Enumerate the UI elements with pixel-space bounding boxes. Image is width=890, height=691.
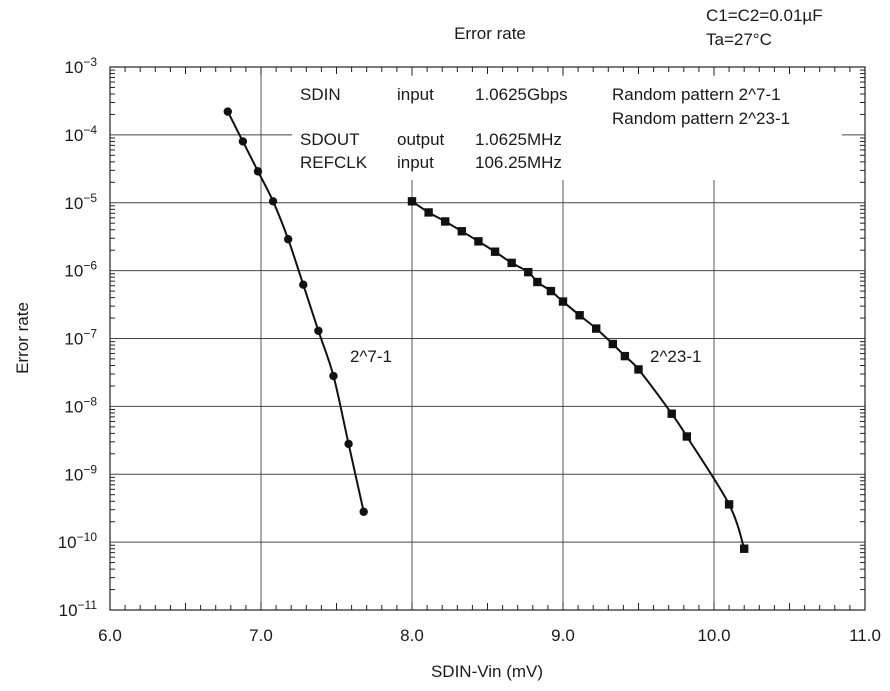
- data-point-square: [533, 277, 542, 287]
- data-point-circle: [314, 326, 323, 335]
- data-point-square: [457, 227, 467, 236]
- series-label-2-7-1: 2^7-1: [350, 347, 392, 366]
- data-point-square: [407, 197, 417, 206]
- y-tick-label: 10−3: [64, 55, 97, 77]
- data-point-square: [682, 432, 692, 441]
- data-point-circle: [283, 235, 293, 244]
- y-tick-base: 10: [64, 262, 83, 281]
- info-dir-refclk: input: [397, 153, 434, 172]
- data-point-square: [592, 324, 601, 333]
- y-tick-label: 10−4: [64, 123, 97, 145]
- y-tick-base: 10: [64, 465, 83, 484]
- data-point-square: [667, 409, 676, 418]
- y-tick-base: 10: [64, 126, 83, 145]
- data-point-circle: [238, 137, 248, 146]
- info-signal-refclk: REFCLK: [300, 153, 368, 172]
- y-tick-label: 10−9: [64, 462, 97, 484]
- data-point-square: [507, 258, 516, 268]
- data-point-square: [546, 286, 556, 296]
- info-rate-sdin: 1.0625Gbps: [475, 85, 568, 104]
- data-point-square: [575, 311, 584, 320]
- info-pattern-1: Random pattern 2^7-1: [612, 85, 781, 104]
- y-tick-label: 10−6: [64, 259, 97, 281]
- y-tick-base: 10: [59, 601, 78, 620]
- x-axis-label: SDIN-Vin (mV): [431, 662, 543, 681]
- data-point-circle: [329, 371, 338, 381]
- info-rate-sdout: 1.0625MHz: [475, 130, 562, 149]
- data-point-square: [558, 297, 568, 306]
- y-axis-label: Error rate: [13, 302, 32, 374]
- y-tick-exponent: −11: [78, 598, 98, 612]
- y-tick-base: 10: [64, 58, 83, 77]
- y-tick-exponent: −5: [83, 191, 97, 205]
- x-tick-labels: 6.0 7.0 8.0 9.0 10.0 11.0: [98, 626, 881, 645]
- data-point-circle: [253, 167, 263, 176]
- y-tick-exponent: −7: [83, 327, 97, 341]
- condition-temperature: Ta=27°C: [706, 30, 772, 49]
- info-table-background: [292, 76, 842, 180]
- info-dir-sdin: input: [397, 85, 434, 104]
- y-tick-label: 10−8: [64, 394, 97, 416]
- condition-capacitance: C1=C2=0.01µF: [706, 6, 823, 25]
- data-point-square: [634, 365, 643, 374]
- info-signal-sdout: SDOUT: [300, 130, 360, 149]
- series-line-2: [411, 200, 746, 550]
- y-tick-exponent: −4: [83, 123, 97, 137]
- y-tick-exponent: −9: [83, 462, 97, 476]
- y-tick-label: 10−5: [64, 191, 97, 213]
- x-tick-label: 10.0: [697, 626, 730, 645]
- x-tick-label: 7.0: [249, 626, 273, 645]
- data-point-square: [490, 247, 500, 256]
- data-point-square: [620, 351, 630, 361]
- data-point-square: [524, 267, 533, 277]
- data-point-square: [441, 217, 450, 226]
- info-signal-sdin: SDIN: [300, 85, 341, 104]
- data-point-square: [608, 339, 618, 349]
- x-tick-label: 9.0: [551, 626, 575, 645]
- data-point-circle: [344, 439, 353, 449]
- y-tick-base: 10: [64, 397, 83, 416]
- info-table: SDIN input 1.0625Gbps Random pattern 2^7…: [292, 76, 842, 180]
- data-point-square: [724, 500, 734, 509]
- y-tick-label: 10−11: [59, 598, 98, 620]
- data-point-square: [424, 208, 433, 217]
- y-tick-base: 10: [64, 194, 83, 213]
- y-tick-exponent: −6: [83, 259, 97, 273]
- data-point-square: [474, 237, 483, 246]
- y-tick-label: 10−10: [58, 530, 98, 552]
- y-tick-base: 10: [64, 330, 83, 349]
- y-tick-base: 10: [58, 533, 77, 552]
- minor-ticks: [109, 67, 866, 610]
- info-dir-sdout: output: [397, 130, 445, 149]
- x-tick-label: 11.0: [849, 626, 881, 645]
- chart-title: Error rate: [454, 24, 526, 43]
- data-point-circle: [268, 197, 278, 206]
- x-tick-label: 8.0: [400, 626, 424, 645]
- series-line-1: [226, 111, 365, 513]
- info-pattern-2: Random pattern 2^23-1: [612, 109, 790, 128]
- y-tick-exponent: −3: [83, 55, 97, 69]
- data-point-square: [740, 544, 749, 553]
- data-point-circle: [299, 280, 308, 289]
- data-point-circle: [223, 107, 232, 116]
- data-point-circle: [359, 507, 368, 516]
- y-tick-label: 10−7: [64, 327, 97, 349]
- series-label-2-23-1: 2^23-1: [650, 347, 701, 366]
- info-rate-refclk: 106.25MHz: [475, 153, 562, 172]
- series-layer: [223, 107, 749, 553]
- y-tick-exponent: −10: [77, 530, 98, 544]
- x-tick-label: 6.0: [98, 626, 122, 645]
- y-tick-exponent: −8: [83, 394, 97, 408]
